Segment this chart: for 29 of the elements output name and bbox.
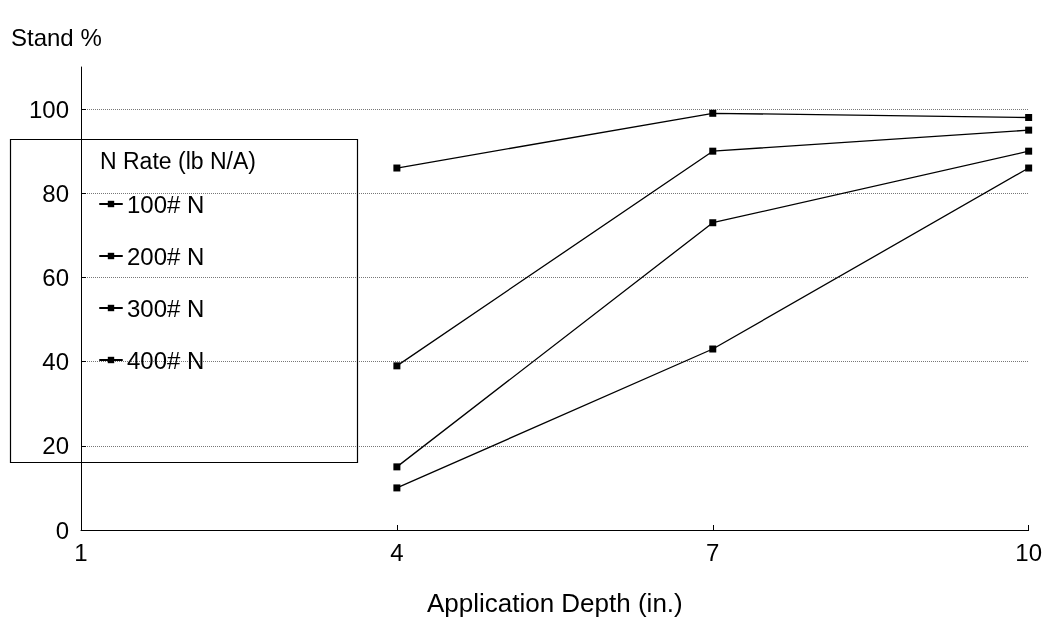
point (1025, 147, 1033, 155)
y-tick-label: 40 (42, 348, 69, 376)
point (393, 484, 401, 492)
point (1025, 126, 1033, 134)
y-tick-label: 60 (42, 263, 69, 291)
legend-label: 100# N (127, 190, 205, 218)
legend-label: 400# N (127, 346, 205, 374)
point (1025, 114, 1033, 122)
point (709, 109, 717, 117)
point (1025, 164, 1033, 172)
point (393, 164, 401, 172)
x-tick-label: 4 (390, 538, 404, 566)
x-tick-label: 10 (1015, 538, 1042, 566)
legend-title: N Rate (lb N/A) (100, 147, 256, 174)
y-tick-label: 80 (42, 179, 69, 207)
point (709, 219, 717, 227)
x-tick-label: 7 (706, 538, 720, 566)
point (393, 362, 401, 370)
point (709, 147, 717, 155)
legend-label: 200# N (127, 242, 205, 270)
x-axis-title: Application Depth (in.) (426, 588, 683, 618)
legend-label: 300# N (127, 294, 205, 322)
point (709, 345, 717, 353)
y-tick-label: 100 (28, 95, 69, 123)
y-axis-title: Stand % (11, 23, 102, 51)
y-tick-label: 20 (42, 432, 69, 460)
x-tick-label: 1 (74, 538, 88, 566)
point (393, 463, 401, 471)
y-tick-label: 0 (55, 516, 69, 544)
